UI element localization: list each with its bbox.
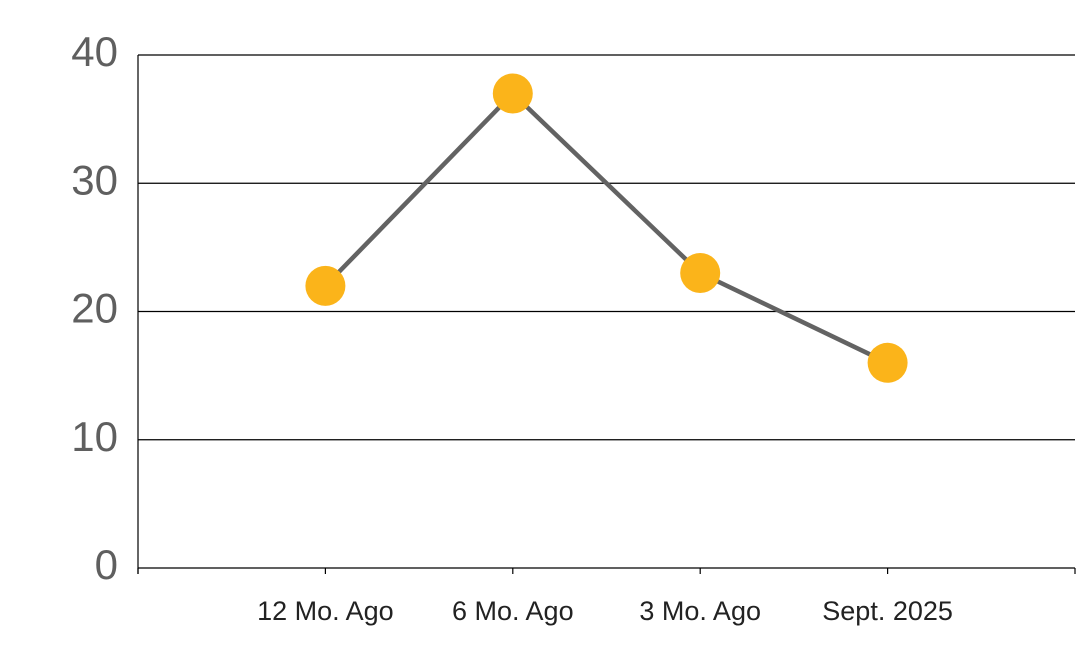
x-tick-label: 12 Mo. Ago (257, 596, 394, 626)
marker (867, 342, 908, 383)
y-tick-label: 30 (71, 156, 118, 203)
y-tick-label: 40 (71, 28, 118, 75)
x-tick-label: Sept. 2025 (822, 596, 953, 626)
marker (305, 265, 346, 306)
x-tick-label: 6 Mo. Ago (452, 596, 574, 626)
y-tick-label: 20 (71, 285, 118, 332)
line (323, 90, 889, 365)
marker (680, 253, 721, 294)
y-tick-label: 10 (71, 413, 118, 460)
marker (492, 73, 533, 114)
x-tick-label: 3 Mo. Ago (639, 596, 761, 626)
y-tick-label: 0 (95, 541, 118, 588)
